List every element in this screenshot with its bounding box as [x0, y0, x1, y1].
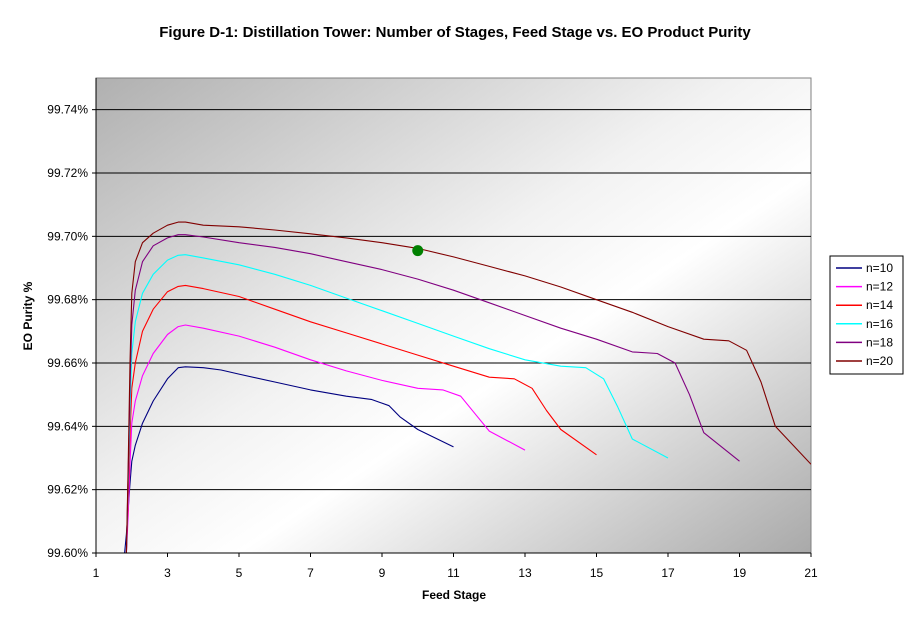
legend-entry: n=14 [866, 298, 893, 312]
legend-entry: n=18 [866, 335, 893, 349]
legend-entry: n=16 [866, 317, 893, 331]
x-tick-label: 19 [733, 566, 747, 580]
x-axis-label: Feed Stage [422, 588, 486, 602]
annotation-markers [412, 245, 424, 257]
series-line-n-12 [125, 324, 526, 553]
y-tick-label: 99.68% [47, 293, 88, 307]
x-tick-label: 21 [804, 566, 818, 580]
highlight-point-marker [412, 245, 424, 257]
x-tick-label: 3 [164, 566, 171, 580]
series-line-n-10 [124, 366, 454, 553]
x-tick-label: 17 [661, 566, 675, 580]
y-tick-label: 99.70% [47, 229, 88, 243]
series-lines [124, 221, 811, 553]
chart-title: Figure D-1: Distillation Tower: Number o… [159, 24, 751, 41]
x-tick-label: 13 [518, 566, 532, 580]
x-tick-label: 15 [590, 566, 604, 580]
series-line-n-14 [125, 284, 597, 553]
y-tick-label: 99.74% [47, 103, 88, 117]
x-tick-label: 7 [307, 566, 314, 580]
legend-box [829, 255, 904, 375]
x-tick-label: 9 [379, 566, 386, 580]
y-tick-label: 99.72% [47, 166, 88, 180]
x-tick-label: 5 [236, 566, 243, 580]
y-tick-label: 99.66% [47, 356, 88, 370]
plot-area [95, 77, 812, 554]
series-line-n-20 [125, 221, 811, 553]
y-tick-label: 99.62% [47, 483, 88, 497]
legend-entry: n=12 [866, 280, 893, 294]
x-axis-ticks: 1 3 5 7 9 11 13 15 17 19 21 [93, 553, 818, 580]
series-line-n-18 [125, 234, 740, 553]
series-line-n-16 [125, 254, 669, 553]
legend: n=10 n=12 n=14 n=16 n=18 n=20 [829, 255, 904, 375]
legend-entry: n=10 [866, 261, 893, 275]
y-axis-label: EO Purity % [21, 281, 35, 350]
x-tick-label: 1 [93, 566, 100, 580]
y-axis-ticks: 99.60% 99.62% 99.64% 99.66% 99.68% 99.70% 99.7… [47, 103, 96, 560]
y-tick-label: 99.60% [47, 546, 88, 560]
x-tick-label: 11 [447, 566, 460, 580]
grid-lines [96, 109, 811, 491]
legend-entry: n=20 [866, 354, 893, 368]
y-tick-label: 99.64% [47, 419, 88, 433]
